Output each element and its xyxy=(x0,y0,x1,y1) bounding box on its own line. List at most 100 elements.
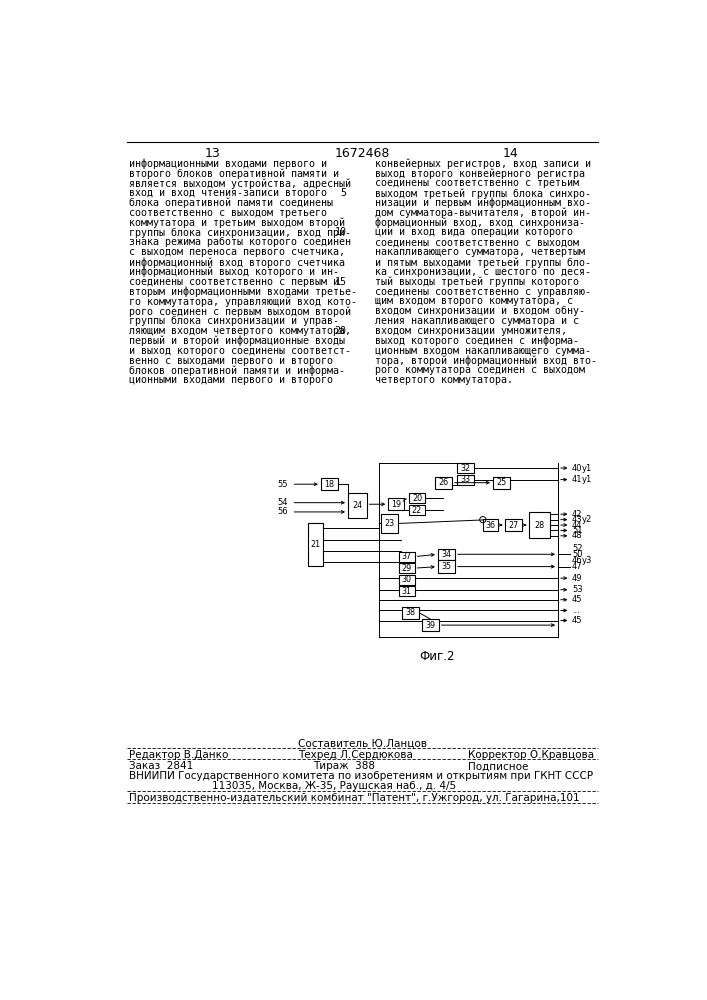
Text: второго блоков оперативной памяти и: второго блоков оперативной памяти и xyxy=(129,168,339,179)
Text: информационными входами первого и: информационными входами первого и xyxy=(129,158,327,169)
Text: 53: 53 xyxy=(572,585,583,594)
Text: информационный выход которого и ин-: информационный выход которого и ин- xyxy=(129,267,339,277)
Text: 34: 34 xyxy=(441,550,452,559)
Text: ционным входом накапливающего сумма-: ционным входом накапливающего сумма- xyxy=(375,346,591,356)
Text: у2: у2 xyxy=(581,515,592,524)
Text: рого соединен с первым выходом второй: рого соединен с первым выходом второй xyxy=(129,306,351,317)
Bar xyxy=(483,519,498,531)
Text: соединены соответственно с первым и: соединены соответственно с первым и xyxy=(129,277,339,287)
Text: у1: у1 xyxy=(581,464,592,473)
Bar xyxy=(506,519,522,531)
Text: выходом третьей группы блока синхро-: выходом третьей группы блока синхро- xyxy=(375,188,591,199)
Text: 18: 18 xyxy=(325,480,334,489)
Text: четвертого коммутатора.: четвертого коммутатора. xyxy=(375,375,513,385)
Text: 29: 29 xyxy=(402,564,412,573)
Text: выход которого соединен с информа-: выход которого соединен с информа- xyxy=(375,336,579,346)
Bar xyxy=(399,563,414,573)
Bar xyxy=(399,586,414,596)
Text: 26: 26 xyxy=(438,478,448,487)
Bar xyxy=(308,523,323,566)
Text: вход и вход чтения-записи второго: вход и вход чтения-записи второго xyxy=(129,188,327,198)
Text: 5: 5 xyxy=(341,188,346,198)
Text: соединены соответственно с третьим: соединены соответственно с третьим xyxy=(375,178,579,188)
Text: 41: 41 xyxy=(572,475,583,484)
Text: 45: 45 xyxy=(572,595,583,604)
Text: блока оперативной памяти соединены: блока оперативной памяти соединены xyxy=(129,198,333,208)
Text: входом синхронизации умножителя,: входом синхронизации умножителя, xyxy=(375,326,567,336)
Text: 48: 48 xyxy=(572,531,583,540)
Bar xyxy=(530,512,549,538)
Text: 33: 33 xyxy=(461,475,471,484)
Text: 25: 25 xyxy=(496,478,507,487)
Text: 44: 44 xyxy=(572,521,583,530)
Text: 30: 30 xyxy=(402,575,412,584)
Text: накапливающего сумматора, четвертым: накапливающего сумматора, четвертым xyxy=(375,247,585,257)
Text: ления накапливающего сумматора и с: ления накапливающего сумматора и с xyxy=(375,316,579,326)
Text: 23: 23 xyxy=(384,519,394,528)
Text: ции и вход вида операции которого: ции и вход вида операции которого xyxy=(375,227,573,237)
Text: 22: 22 xyxy=(412,506,422,515)
Text: Техред Л.Сердюкова: Техред Л.Сердюкова xyxy=(298,750,412,760)
Bar xyxy=(457,463,474,473)
Bar xyxy=(402,607,419,619)
Text: Редактор В.Данко: Редактор В.Данко xyxy=(129,750,228,760)
Text: выход второго конвейерного регистра: выход второго конвейерного регистра xyxy=(375,168,585,179)
Text: 39: 39 xyxy=(425,621,436,630)
Bar xyxy=(380,514,397,533)
Text: 24: 24 xyxy=(352,501,363,510)
Text: знака режима работы которого соединен: знака режима работы которого соединен xyxy=(129,237,351,247)
Text: 49: 49 xyxy=(572,574,583,583)
Text: Заказ  2841: Заказ 2841 xyxy=(129,761,193,771)
Text: 52: 52 xyxy=(572,544,583,553)
Text: первый и второй информационные входы: первый и второй информационные входы xyxy=(129,336,345,346)
Text: с выходом переноса первого счетчика,: с выходом переноса первого счетчика, xyxy=(129,247,345,257)
Bar xyxy=(438,549,455,560)
Text: Производственно-издательский комбинат "Патент", г.Ужгород, ул. Гагарина,101: Производственно-издательский комбинат "П… xyxy=(129,793,579,803)
Text: 43: 43 xyxy=(572,515,583,524)
Text: 38: 38 xyxy=(406,608,416,617)
Text: щим входом второго коммутатора, с: щим входом второго коммутатора, с xyxy=(375,296,573,306)
Text: 54: 54 xyxy=(278,498,288,507)
Bar xyxy=(409,505,425,515)
Text: 14: 14 xyxy=(503,147,519,160)
Bar xyxy=(438,560,455,573)
Text: 20: 20 xyxy=(412,494,422,503)
Text: входом синхронизации и входом обну-: входом синхронизации и входом обну- xyxy=(375,306,585,316)
Text: рого коммутатора соединен с выходом: рого коммутатора соединен с выходом xyxy=(375,365,585,375)
Text: Корректор О.Кравцова: Корректор О.Кравцова xyxy=(468,750,595,760)
Text: 28: 28 xyxy=(534,521,544,530)
Text: ВНИИПИ Государственного комитета по изобретениям и открытиям при ГКНТ СССР: ВНИИПИ Государственного комитета по изоб… xyxy=(129,771,592,781)
Text: 19: 19 xyxy=(391,500,401,509)
Text: Составитель Ю.Ланцов: Составитель Ю.Ланцов xyxy=(298,738,426,748)
Text: блоков оперативной памяти и информа-: блоков оперативной памяти и информа- xyxy=(129,365,345,376)
Text: ционными входами первого и второго: ционными входами первого и второго xyxy=(129,375,333,385)
Text: 1672468: 1672468 xyxy=(334,147,390,160)
Text: 55: 55 xyxy=(278,480,288,489)
Text: соединены соответственно с управляю-: соединены соответственно с управляю- xyxy=(375,287,591,297)
Text: 37: 37 xyxy=(402,552,412,561)
Bar xyxy=(457,475,474,485)
Text: соединены соответственно с выходом: соединены соответственно с выходом xyxy=(375,237,579,247)
Text: конвейерных регистров, вход записи и: конвейерных регистров, вход записи и xyxy=(375,158,591,169)
Text: ляющим входом четвертого коммутатора,: ляющим входом четвертого коммутатора, xyxy=(129,326,351,336)
Text: Подписное: Подписное xyxy=(468,761,529,771)
Text: 21: 21 xyxy=(310,540,320,549)
Bar xyxy=(493,477,510,489)
Text: коммутатора и третьим выходом второй: коммутатора и третьим выходом второй xyxy=(129,218,345,228)
Text: является выходом устройства, адресный: является выходом устройства, адресный xyxy=(129,178,351,189)
Text: у3: у3 xyxy=(581,556,592,565)
Text: информационный вход второго счетчика: информационный вход второго счетчика xyxy=(129,257,345,268)
Text: 15: 15 xyxy=(334,277,346,287)
Text: 35: 35 xyxy=(441,562,452,571)
Text: 10: 10 xyxy=(334,227,346,237)
Text: 40: 40 xyxy=(572,464,583,473)
Text: Фиг.2: Фиг.2 xyxy=(419,650,455,663)
Text: 51: 51 xyxy=(572,526,583,535)
Text: 56: 56 xyxy=(278,507,288,516)
Text: Тираж  388: Тираж 388 xyxy=(313,761,375,771)
Text: группы блока синхронизации, вход при-: группы блока синхронизации, вход при- xyxy=(129,227,351,238)
Text: 113035, Москва, Ж-35, Раушская наб., д. 4/5: 113035, Москва, Ж-35, Раушская наб., д. … xyxy=(212,781,457,791)
Text: низации и первым информационным вхо-: низации и первым информационным вхо- xyxy=(375,198,591,208)
Text: 20: 20 xyxy=(334,326,346,336)
Bar xyxy=(399,575,414,585)
